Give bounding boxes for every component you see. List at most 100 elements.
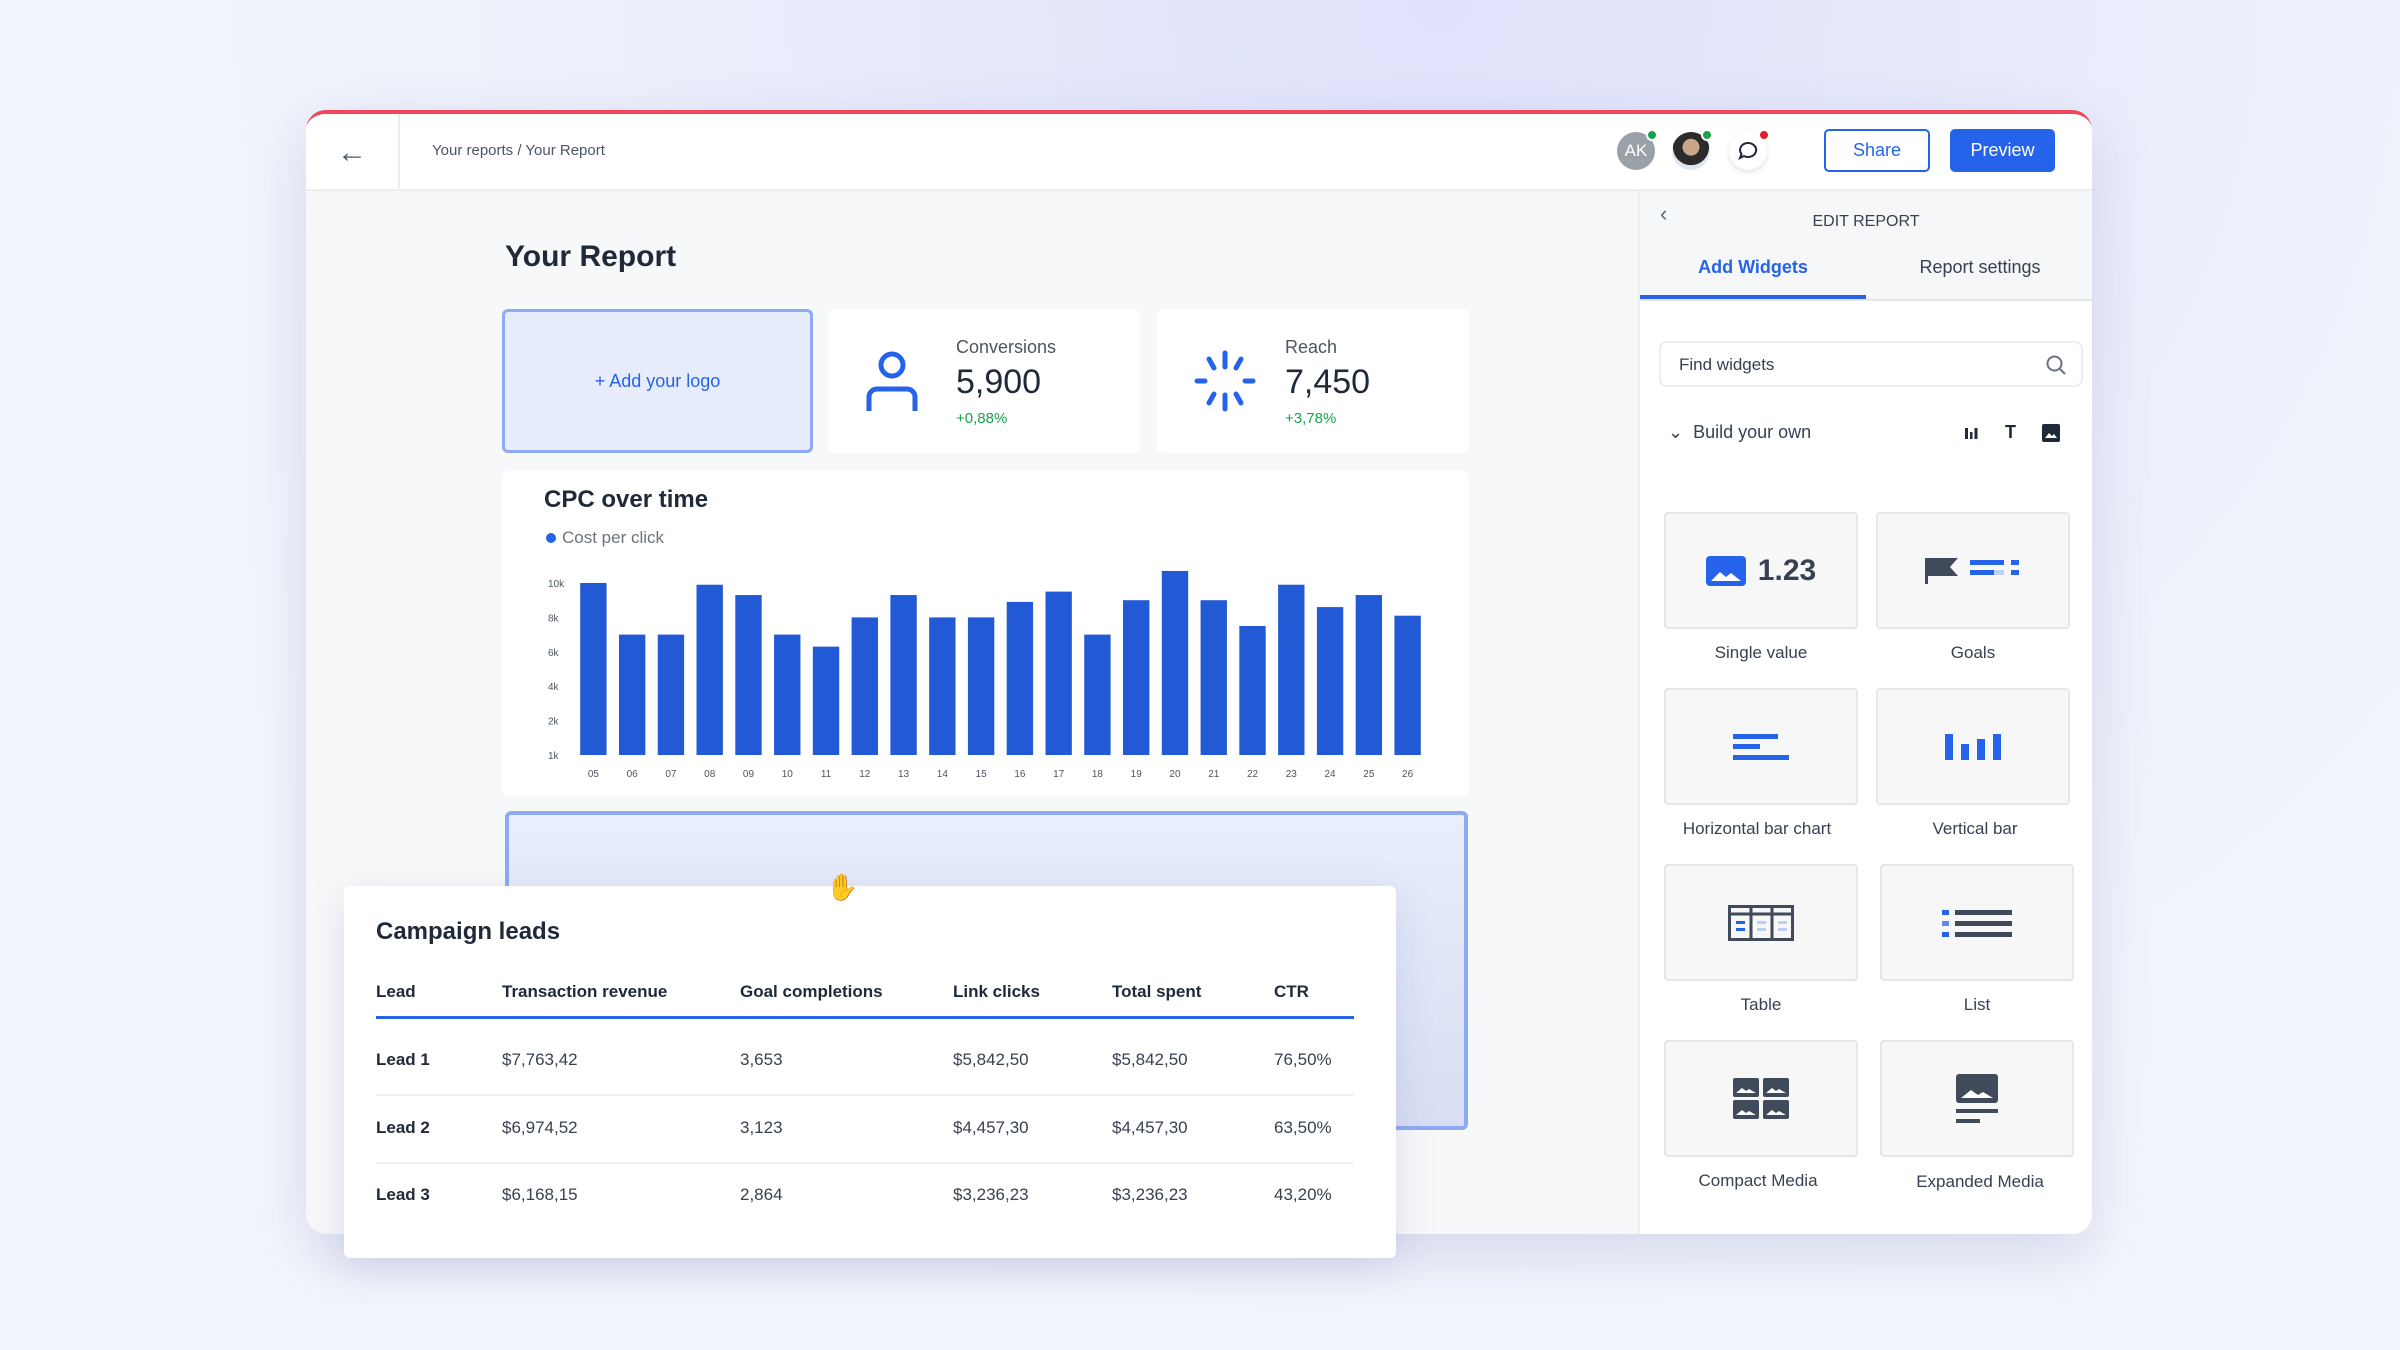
x-tick-label: 10 <box>782 769 794 780</box>
table-cell: 76,50% <box>1274 1050 1332 1069</box>
x-tick-label: 14 <box>937 769 949 780</box>
kpi-card-conversions[interactable]: Conversions 5,900 +0,88% <box>828 309 1140 453</box>
campaign-leads-widget-dragging[interactable]: Campaign leads Lead Transaction revenue Go… <box>344 886 1396 1258</box>
chart-title: CPC over time <box>544 486 709 513</box>
back-arrow-icon[interactable]: ← <box>306 114 400 191</box>
widget-compact-media[interactable] <box>1664 1040 1858 1157</box>
bar-chart-icon[interactable] <box>1963 425 1979 441</box>
x-tick-label: 21 <box>1208 769 1220 780</box>
search-placeholder: Find widgets <box>1679 355 1775 374</box>
column-header[interactable]: Total spent <box>1112 982 1202 1001</box>
online-status-icon <box>1646 129 1658 141</box>
bar <box>851 617 878 755</box>
x-tick-label: 07 <box>665 769 677 780</box>
table-cell: 3,653 <box>740 1050 783 1069</box>
find-widgets-search[interactable]: Find widgets <box>1659 341 2083 387</box>
bar <box>1006 601 1034 755</box>
widget-label: Single value <box>1714 643 1808 662</box>
image-icon[interactable] <box>2042 423 2060 442</box>
table-cell: $3,236,23 <box>953 1185 1029 1204</box>
bar <box>1355 595 1383 755</box>
chat-bubble-icon <box>1738 141 1758 161</box>
y-tick-label: 1k <box>548 751 560 762</box>
collapse-chevron-icon[interactable]: ‹ <box>1660 201 1668 226</box>
chart-legend: Cost per click <box>546 528 664 548</box>
x-tick-label: 19 <box>1131 769 1143 780</box>
text-icon[interactable]: T <box>2005 422 2016 442</box>
comments-button[interactable] <box>1729 129 1770 170</box>
table-cell: $7,763,42 <box>502 1050 578 1069</box>
notification-dot-icon <box>1758 129 1770 141</box>
bar <box>580 583 607 755</box>
top-bar: ← Your reports / Your Report AK Share Pr… <box>306 114 2092 191</box>
bar <box>1200 600 1227 755</box>
build-your-own-toggle[interactable]: ⌄ Build your own <box>1668 422 1811 443</box>
bar <box>1316 607 1344 755</box>
tab-add-widgets[interactable]: Add Widgets <box>1640 257 1866 299</box>
share-button[interactable]: Share <box>1824 129 1930 172</box>
widget-expanded-media[interactable] <box>1880 1040 2074 1157</box>
y-tick-label: 4k <box>548 682 560 693</box>
bar <box>1123 600 1150 755</box>
tab-report-settings[interactable]: Report settings <box>1919 257 2041 277</box>
bar-chart: 1k 2k 4k 6k 8k 10k 05 06 07 08 09 10 11 12 13 14 15 16 17 1… <box>548 570 1421 780</box>
y-tick-label: 2k <box>548 717 560 728</box>
x-tick-label: 05 <box>588 769 600 780</box>
column-header[interactable]: Goal completions <box>740 982 883 1001</box>
bar <box>657 634 685 755</box>
cpc-chart-card[interactable]: CPC over time Cost per click 1k 2k 4k 6k 8k 1… <box>502 471 1469 796</box>
widget-horizontal-bar-chart[interactable] <box>1664 688 1858 805</box>
table-cell: $5,842,50 <box>1112 1050 1188 1069</box>
kpi-card-reach[interactable]: Reach 7,450 +3,78% <box>1157 309 1469 453</box>
table-cell: $6,168,15 <box>502 1185 578 1204</box>
preview-button[interactable]: Preview <box>1950 129 2055 172</box>
bar <box>929 617 956 755</box>
widget-label: List <box>1963 995 1991 1014</box>
table-title: Campaign leads <box>376 918 561 945</box>
panel-header: ‹ EDIT REPORT Add Widgets Report setting… <box>1640 191 2092 301</box>
y-tick-label: 6k <box>548 648 560 659</box>
column-header[interactable]: Transaction revenue <box>502 982 668 1001</box>
table-cell: 43,20% <box>1274 1185 1332 1204</box>
section-label: Build your own <box>1693 422 1812 442</box>
column-header[interactable]: Link clicks <box>953 982 1040 1001</box>
widget-label: Expanded Media <box>1916 1172 2044 1191</box>
online-status-icon <box>1701 129 1713 141</box>
add-logo-button[interactable]: + Add your logo <box>502 309 813 453</box>
bar <box>1278 584 1305 755</box>
header-divider <box>376 1016 1354 1019</box>
loading-burst-icon <box>1194 350 1256 412</box>
bar <box>1084 634 1111 755</box>
image-icon <box>1705 555 1746 586</box>
widget-table[interactable] <box>1664 864 1858 981</box>
widget-list[interactable] <box>1880 864 2074 981</box>
bar <box>1394 615 1421 755</box>
avatar[interactable]: AK <box>1617 129 1658 170</box>
x-tick-label: 09 <box>743 769 755 780</box>
breadcrumb[interactable]: Your reports / Your Report <box>432 142 605 159</box>
x-tick-label: 13 <box>898 769 910 780</box>
vertical-bar-icon <box>1945 733 2001 760</box>
bar <box>1045 591 1072 755</box>
table-cell: $6,974,52 <box>502 1118 578 1137</box>
column-header[interactable]: CTR <box>1274 982 1309 1001</box>
x-tick-label: 08 <box>704 769 716 780</box>
expanded-media-icon <box>1956 1073 1998 1123</box>
column-header[interactable]: Lead <box>376 982 416 1001</box>
legend-label: Cost per click <box>562 528 665 547</box>
table-cell: $4,457,30 <box>953 1118 1029 1137</box>
grab-cursor-icon: ✋ <box>826 872 859 902</box>
widget-goals[interactable] <box>1876 512 2070 629</box>
widget-label: Compact Media <box>1698 1171 1818 1190</box>
bar <box>890 595 917 755</box>
widget-label: Table <box>1740 995 1782 1014</box>
table-cell: $5,842,50 <box>953 1050 1029 1069</box>
kpi-value: 5,900 <box>956 363 1042 401</box>
table-cell: Lead 3 <box>376 1185 430 1204</box>
widget-single-value[interactable]: 1.23 <box>1664 512 1858 629</box>
table-cell: $4,457,30 <box>1112 1118 1188 1137</box>
legend-dot-icon <box>546 533 556 543</box>
widget-vertical-bar[interactable] <box>1876 688 2070 805</box>
search-icon <box>2046 355 2066 375</box>
user-photo-avatar[interactable] <box>1672 129 1713 170</box>
